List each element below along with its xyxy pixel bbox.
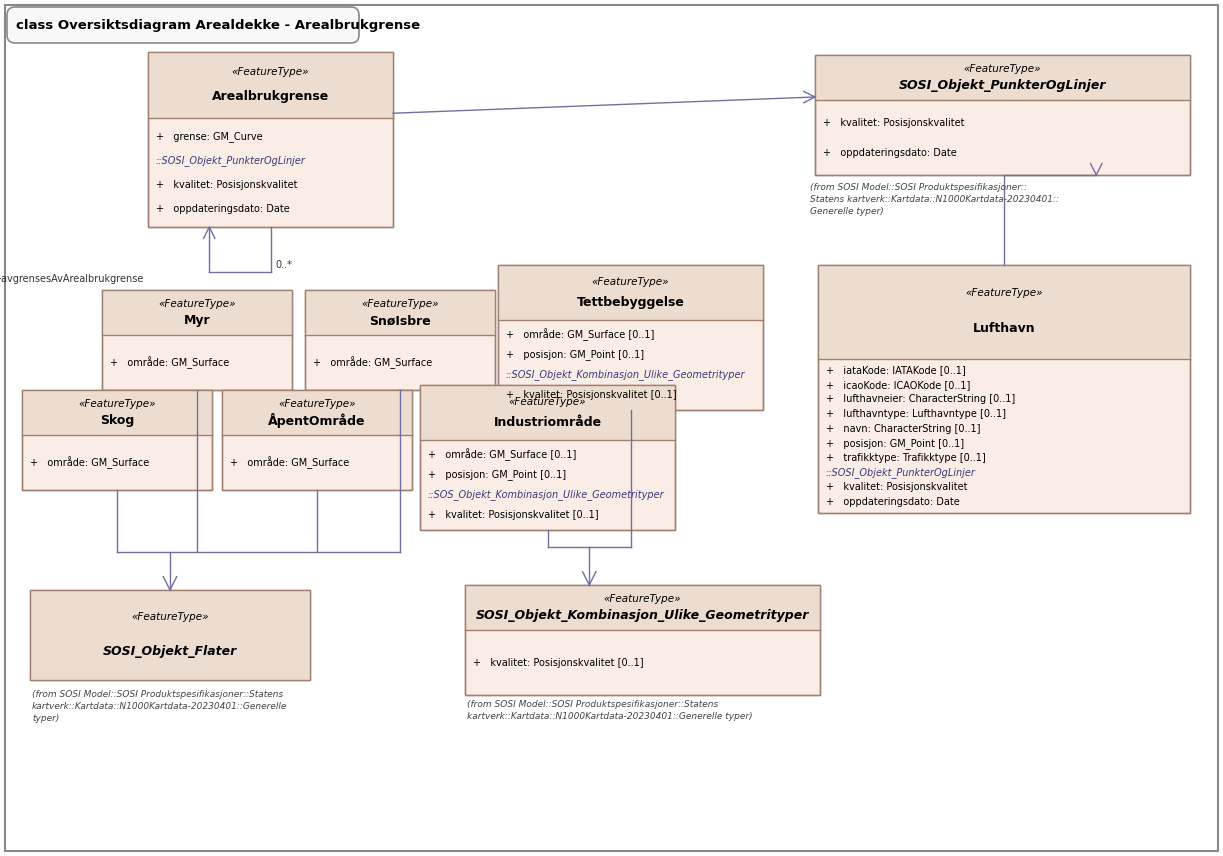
Text: 0..*: 0..* [275, 260, 292, 270]
Text: Arealbrukgrense: Arealbrukgrense [212, 91, 329, 104]
Bar [815, 55, 1190, 175]
Bar [31, 590, 309, 680]
Text: ÅpentOmråde: ÅpentOmråde [268, 413, 366, 428]
Text: ::SOSI_Objekt_PunkterOgLinjer: ::SOSI_Objekt_PunkterOgLinjer [157, 155, 306, 166]
Text: Tettbebyggelse: Tettbebyggelse [576, 296, 685, 309]
Text: +   trafikktype: Trafikktype [0..1]: + trafikktype: Trafikktype [0..1] [826, 453, 986, 463]
Bar [31, 590, 309, 680]
Text: +   oppdateringsdato: Date: + oppdateringsdato: Date [823, 147, 956, 158]
Bar [465, 585, 819, 695]
Text: (from SOSI Model::SOSI Produktspesifikasjoner::Statens
kartverk::Kartdata::N1000: (from SOSI Model::SOSI Produktspesifikas… [467, 700, 752, 721]
Bar [22, 390, 212, 490]
Bar [148, 52, 393, 118]
Text: (from SOSI Model::SOSI Produktspesifikasjoner::Statens
kartverk::Kartdata::N1000: (from SOSI Model::SOSI Produktspesifikas… [32, 690, 287, 722]
Bar [22, 390, 212, 490]
Text: «FeatureType»: «FeatureType» [361, 299, 439, 308]
Text: +   område: GM_Surface: + område: GM_Surface [31, 456, 149, 469]
Text: +   oppdateringsdato: Date: + oppdateringsdato: Date [157, 204, 290, 214]
Text: «FeatureType»: «FeatureType» [78, 399, 155, 408]
Bar [305, 290, 495, 390]
Text: +   lufthavneier: CharacterString [0..1]: + lufthavneier: CharacterString [0..1] [826, 395, 1015, 404]
Text: «FeatureType»: «FeatureType» [158, 299, 236, 308]
Bar [818, 265, 1190, 513]
Text: ::SOS_Objekt_Kombinasjon_Ulike_Geometrityper: ::SOS_Objekt_Kombinasjon_Ulike_Geometrit… [428, 490, 664, 501]
Bar [818, 265, 1190, 513]
Bar [498, 265, 763, 410]
Text: +   lufthavntype: Lufthavntype [0..1]: + lufthavntype: Lufthavntype [0..1] [826, 409, 1007, 419]
Text: +   kvalitet: Posisjonskvalitet: + kvalitet: Posisjonskvalitet [823, 117, 965, 128]
Text: «FeatureType»: «FeatureType» [509, 396, 586, 407]
Text: SOSI_Objekt_Kombinasjon_Ulike_Geometrityper: SOSI_Objekt_Kombinasjon_Ulike_Geometrity… [476, 609, 810, 622]
Bar [815, 55, 1190, 100]
Bar [148, 52, 393, 227]
Text: +   posisjon: GM_Point [0..1]: + posisjon: GM_Point [0..1] [826, 438, 964, 449]
Bar [305, 290, 495, 335]
Bar [465, 585, 819, 630]
Text: (from SOSI Model::SOSI Produktspesifikasjoner::
Statens kartverk::Kartdata::N100: (from SOSI Model::SOSI Produktspesifikas… [810, 183, 1059, 216]
Text: Industriområde: Industriområde [493, 416, 602, 429]
Bar [148, 52, 393, 227]
Text: SnøIsbre: SnøIsbre [369, 314, 430, 327]
Text: SOSI_Objekt_PunkterOgLinjer: SOSI_Objekt_PunkterOgLinjer [899, 79, 1107, 92]
Text: Skog: Skog [100, 414, 135, 427]
Text: +   kvalitet: Posisjonskvalitet: + kvalitet: Posisjonskvalitet [157, 180, 297, 190]
Text: +   kvalitet: Posisjonskvalitet [0..1]: + kvalitet: Posisjonskvalitet [0..1] [473, 657, 643, 668]
Bar [465, 585, 819, 695]
Bar [419, 385, 675, 440]
Text: «FeatureType»: «FeatureType» [592, 276, 669, 287]
Text: +   posisjon: GM_Point [0..1]: + posisjon: GM_Point [0..1] [428, 470, 566, 480]
Bar [818, 265, 1190, 359]
Text: +   iataKode: IATAKode [0..1]: + iataKode: IATAKode [0..1] [826, 365, 966, 375]
Text: SOSI_Objekt_Flater: SOSI_Objekt_Flater [103, 645, 237, 657]
Text: +   posisjon: GM_Point [0..1]: + posisjon: GM_Point [0..1] [506, 349, 645, 360]
Text: +   grense: GM_Curve: + grense: GM_Curve [157, 131, 263, 141]
Bar [419, 385, 675, 530]
Text: +   område: GM_Surface: + område: GM_Surface [230, 456, 350, 469]
Bar [815, 55, 1190, 175]
Text: +   icaoKode: ICAOKode [0..1]: + icaoKode: ICAOKode [0..1] [826, 380, 970, 389]
Bar [223, 390, 412, 490]
Bar [22, 390, 212, 435]
Text: «FeatureType»: «FeatureType» [964, 63, 1041, 74]
Bar [31, 590, 309, 680]
Text: «FeatureType»: «FeatureType» [279, 399, 356, 408]
Bar [223, 390, 412, 490]
Text: +avgrensesAvArealbrukgrense: +avgrensesAvArealbrukgrense [0, 274, 143, 284]
Text: Lufthavn: Lufthavn [972, 323, 1036, 336]
Text: «FeatureType»: «FeatureType» [231, 67, 309, 77]
Bar [223, 390, 412, 435]
Bar [498, 265, 763, 410]
FancyBboxPatch shape [7, 7, 360, 43]
Text: +   kvalitet: Posisjonskvalitet [0..1]: + kvalitet: Posisjonskvalitet [0..1] [506, 390, 676, 400]
Text: ::SOSI_Objekt_PunkterOgLinjer: ::SOSI_Objekt_PunkterOgLinjer [826, 467, 976, 479]
Text: +   område: GM_Surface: + område: GM_Surface [313, 356, 432, 369]
Bar [419, 385, 675, 530]
Text: class Oversiktsdiagram Arealdekke - Arealbrukgrense: class Oversiktsdiagram Arealdekke - Area… [16, 19, 421, 32]
Text: «FeatureType»: «FeatureType» [965, 288, 1043, 298]
Text: +   kvalitet: Posisjonskvalitet [0..1]: + kvalitet: Posisjonskvalitet [0..1] [428, 510, 598, 520]
Text: «FeatureType»: «FeatureType» [604, 593, 681, 603]
Bar [102, 290, 292, 335]
Bar [305, 290, 495, 390]
Text: +   kvalitet: Posisjonskvalitet: + kvalitet: Posisjonskvalitet [826, 482, 967, 492]
Bar [102, 290, 292, 390]
Bar [498, 265, 763, 320]
Text: «FeatureType»: «FeatureType» [131, 612, 209, 622]
Text: ::SOSI_Objekt_Kombinasjon_Ulike_Geometrityper: ::SOSI_Objekt_Kombinasjon_Ulike_Geometri… [506, 370, 746, 380]
Text: +   område: GM_Surface: + område: GM_Surface [110, 356, 229, 369]
Text: +   område: GM_Surface [0..1]: + område: GM_Surface [0..1] [428, 449, 576, 461]
Text: +   navn: CharacterString [0..1]: + navn: CharacterString [0..1] [826, 424, 981, 434]
Text: Myr: Myr [183, 314, 210, 327]
Bar [102, 290, 292, 390]
Text: +   område: GM_Surface [0..1]: + område: GM_Surface [0..1] [506, 329, 654, 342]
Text: +   oppdateringsdato: Date: + oppdateringsdato: Date [826, 497, 960, 507]
